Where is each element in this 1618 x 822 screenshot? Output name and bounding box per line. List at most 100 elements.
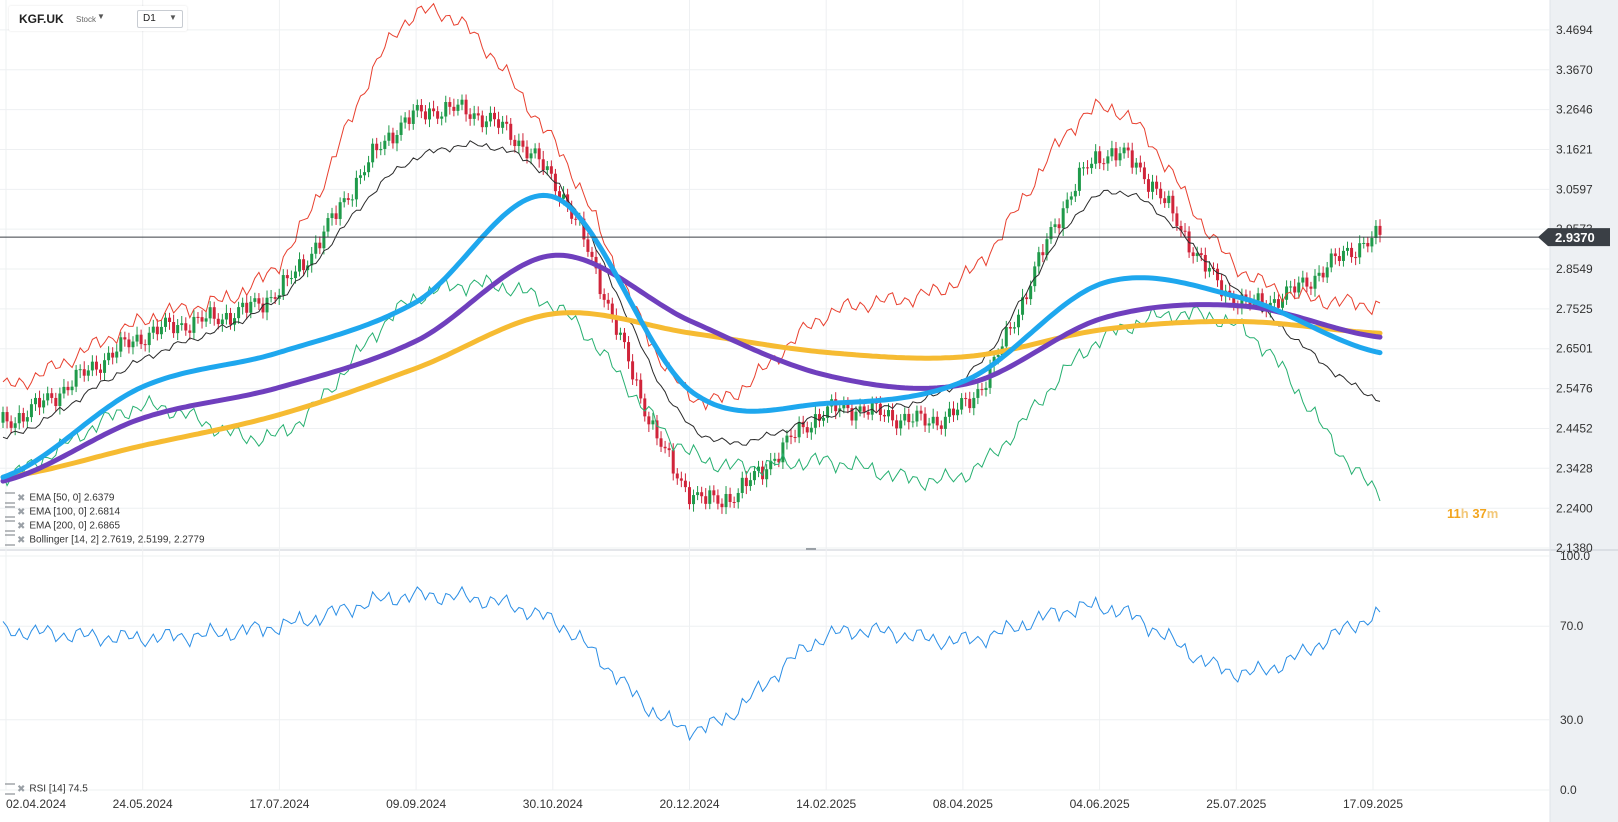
candle-body [1293,286,1297,293]
legend-ema50[interactable]: ✖ EMA [50, 0] 2.6379 [5,492,114,504]
panel-resize-handle[interactable] [806,548,816,550]
candle-body [537,148,541,160]
close-icon[interactable]: ✖ [17,492,26,504]
candle-body [744,477,748,487]
symbol-dropdown-icon[interactable]: ▼ [97,12,105,21]
legend-bollinger[interactable]: ✖ Bollinger [14, 2] 2.7619, 2.5199, 2.277… [5,534,205,546]
candle-body [123,337,127,340]
candle-body [765,469,769,480]
bollinger-lower-line [2,274,1381,502]
candle-body [935,416,939,426]
candle-body [1098,151,1102,164]
candle-body [541,159,545,171]
legend-ema200[interactable]: ✖ EMA [200, 0] 2.6865 [5,520,120,532]
legend-ema200-label: EMA [200, 0] 2.6865 [29,520,121,532]
candle-body [1029,286,1033,300]
candle-body [33,397,37,405]
candle-body [891,410,895,421]
candle-body [716,495,720,504]
candle-body [557,191,561,199]
ema50-line [0,192,1383,480]
candle-body [1126,147,1130,151]
date-tick-label: 25.07.2025 [1206,797,1266,811]
price-tick-label: 2.8549 [1556,262,1593,276]
candle-body [204,318,208,322]
candle-body [1086,167,1090,169]
candle-body [50,393,54,398]
candle-body [667,448,671,451]
candle-body [9,421,13,428]
current-price-marker [1538,228,1610,247]
close-icon[interactable]: ✖ [17,534,26,546]
close-icon[interactable]: ✖ [17,783,26,795]
candle-body [163,317,167,327]
price-tick-label: 3.3670 [1556,63,1593,77]
candle-body [931,416,935,424]
candle-body [326,218,330,232]
candle-body [927,423,931,426]
price-tick-label: 2.6501 [1556,342,1593,356]
candle-body [1094,151,1098,164]
candle-body [1179,225,1183,231]
timeframe-label: D1 [143,13,156,24]
candle-body [1289,286,1293,288]
candle-body [1220,280,1224,297]
price-tick-label: 3.1621 [1556,142,1593,156]
settings-icon[interactable] [5,783,15,795]
candle-body [761,466,765,480]
candle-body [529,153,533,159]
candle-body [318,242,322,249]
timer-minutes-unit: m [1486,506,1499,521]
candle-body [1142,167,1146,180]
candle-body [1333,253,1337,257]
candle-body [86,370,90,376]
candle-body [939,425,943,429]
candle-body [1272,299,1276,303]
timeframe-select[interactable]: D1 ▼ [137,10,183,28]
candle-body [809,427,813,433]
legend-rsi[interactable]: ✖ RSI [14] 74.5 [5,783,88,795]
settings-icon[interactable] [5,534,15,546]
settings-icon[interactable] [5,492,15,504]
candle-body [17,413,21,424]
candle-body [882,414,886,417]
settings-icon[interactable] [5,520,15,532]
settings-icon[interactable] [5,506,15,518]
close-icon[interactable]: ✖ [17,506,26,518]
candle-body [976,389,980,398]
candle-body [1061,208,1065,229]
candle-body [176,325,180,334]
close-icon[interactable]: ✖ [17,520,26,532]
candle-body [98,369,102,373]
bollinger-middle-line [2,140,1381,446]
legend-ema100[interactable]: ✖ EMA [100, 0] 2.6814 [5,506,120,518]
candle-body [1134,162,1138,168]
candle-body [562,194,566,199]
candle-body [574,218,578,220]
candle-body [785,435,789,443]
candle-body [1016,314,1020,328]
candle-body [586,239,590,252]
candle-body [1350,247,1354,258]
candle-body [70,386,74,391]
candle-body [131,341,135,348]
candle-body [1378,225,1382,235]
date-tick-label: 02.04.2024 [6,797,66,811]
ema100-line [0,252,1383,484]
candle-body [1045,239,1049,256]
candle-body [1073,190,1077,197]
candle-body [1337,256,1341,261]
candle-body [687,487,691,505]
candle-body [1358,243,1362,258]
symbol-name[interactable]: KGF.UK [19,12,64,26]
candle-body [980,389,984,391]
candle-body [643,398,647,417]
candle-body [846,403,850,409]
price-tick-label: 3.0597 [1556,182,1593,196]
candle-body [769,460,773,470]
candle-body [249,301,253,313]
candle-body [127,339,131,348]
legend-bollinger-label: Bollinger [14, 2] 2.7619, 2.5199, 2.2779 [29,534,205,546]
candle-body [1183,230,1187,232]
